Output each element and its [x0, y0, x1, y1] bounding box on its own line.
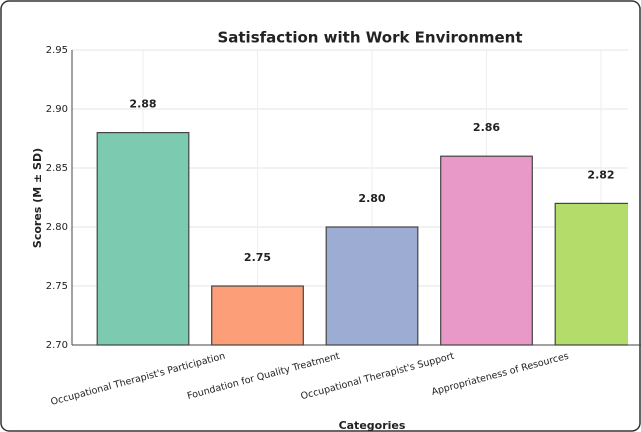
y-tick-label: 2.70 — [46, 340, 68, 351]
y-tick-label: 2.75 — [46, 281, 68, 292]
y-axis-label: Scores (M ± SD) — [31, 148, 44, 248]
bar — [440, 155, 533, 346]
bar — [325, 226, 419, 346]
bar — [96, 132, 190, 346]
value-label: 2.82 — [587, 168, 614, 181]
plot — [72, 49, 628, 346]
y-tick-label: 2.90 — [46, 104, 68, 115]
value-label: 2.80 — [358, 192, 385, 205]
bar — [554, 202, 628, 346]
value-label: 2.86 — [473, 121, 500, 134]
y-tick-label: 2.95 — [46, 45, 68, 56]
value-label: 2.88 — [129, 98, 156, 111]
bar — [211, 285, 304, 346]
chart-title: Satisfaction with Work Environment — [217, 29, 522, 47]
y-tick-label: 2.85 — [46, 163, 68, 174]
value-label: 2.75 — [244, 251, 271, 264]
y-tick-label: 2.80 — [46, 222, 68, 233]
x-axis-label: Categories — [339, 419, 406, 432]
